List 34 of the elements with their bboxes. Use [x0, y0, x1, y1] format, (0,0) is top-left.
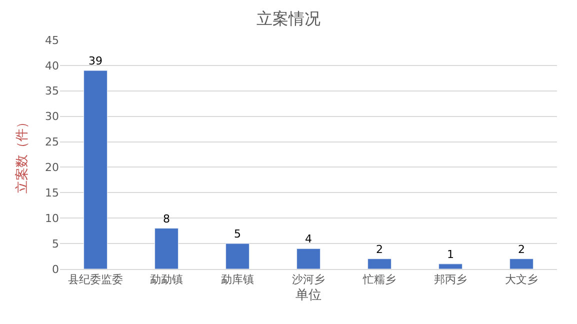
y-tick-label: 30: [45, 110, 59, 124]
y-axis-title: 立案数（件）: [14, 116, 30, 194]
x-tick-label: 沙河乡: [292, 273, 325, 286]
y-tick-label: 20: [45, 161, 59, 174]
y-tick-label: 40: [45, 59, 59, 72]
x-axis-title: 单位: [296, 288, 322, 303]
data-label: 5: [234, 228, 242, 241]
y-tick-label: 0: [52, 262, 59, 276]
y-tick-label: 15: [45, 186, 59, 200]
data-label: 2: [518, 242, 526, 256]
bar: [510, 258, 534, 269]
bar: [368, 258, 392, 269]
data-label: 39: [88, 54, 103, 68]
data-label: 2: [376, 242, 384, 256]
data-label: 4: [305, 232, 312, 246]
x-tick-label: 勐库镇: [221, 273, 254, 286]
y-tick-label: 45: [45, 34, 59, 47]
y-tick-label: 5: [52, 237, 59, 250]
x-tick-label: 县纪委监委: [68, 273, 123, 286]
x-tick-label: 大文乡: [505, 273, 538, 286]
y-tick-label: 35: [45, 84, 59, 98]
bar: [296, 248, 320, 269]
bar: [226, 243, 250, 269]
data-label: 1: [447, 248, 454, 261]
x-tick-label: 邦丙乡: [434, 273, 467, 286]
y-tick-label: 10: [45, 212, 59, 225]
y-tick-label: 25: [45, 136, 59, 149]
bar: [154, 228, 178, 269]
x-tick-label: 忙糯乡: [362, 273, 396, 286]
x-tick-label: 勐勐镇: [150, 273, 183, 286]
bar: [84, 70, 108, 269]
bar: [438, 264, 462, 269]
chart-title: 立案情况: [256, 9, 320, 28]
data-label: 8: [163, 212, 170, 226]
